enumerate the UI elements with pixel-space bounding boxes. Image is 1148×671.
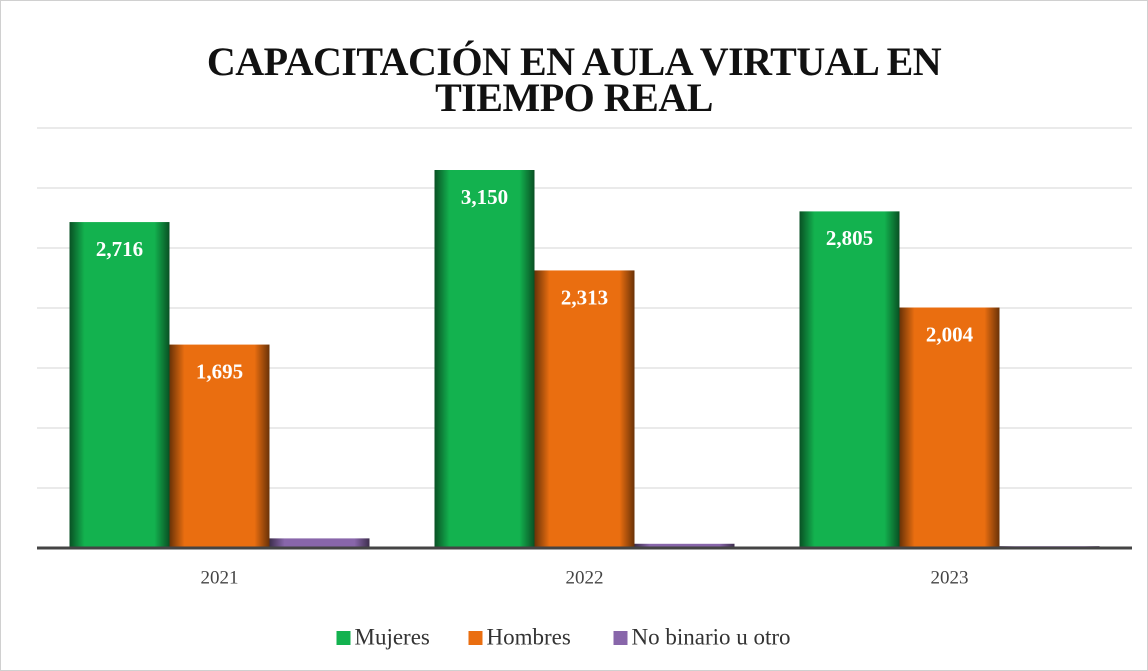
x-tick-label: 2022: [566, 567, 604, 588]
bar: [534, 270, 635, 548]
legend-label: No binario u otro: [632, 624, 791, 649]
data-label: 1,695: [196, 359, 243, 383]
data-label: 3,150: [461, 185, 508, 209]
legend-label: Mujeres: [355, 624, 430, 649]
x-tick-label: 2023: [931, 567, 969, 588]
legend-swatch: [613, 631, 628, 645]
chart-title: CAPACITACIÓN EN AULA VIRTUAL EN TIEMPO R…: [206, 39, 942, 120]
bar: [69, 222, 170, 548]
bar: [799, 211, 900, 548]
legend-swatch: [468, 631, 483, 645]
bar: [434, 170, 535, 548]
data-label: 2,004: [926, 322, 974, 346]
legend-swatch: [336, 631, 351, 645]
x-tick-label: 2021: [201, 567, 239, 588]
data-label: 2,313: [561, 285, 608, 309]
data-label: 2,716: [96, 237, 143, 261]
legend-label: Hombres: [487, 624, 571, 649]
data-label: 2,805: [826, 226, 873, 250]
